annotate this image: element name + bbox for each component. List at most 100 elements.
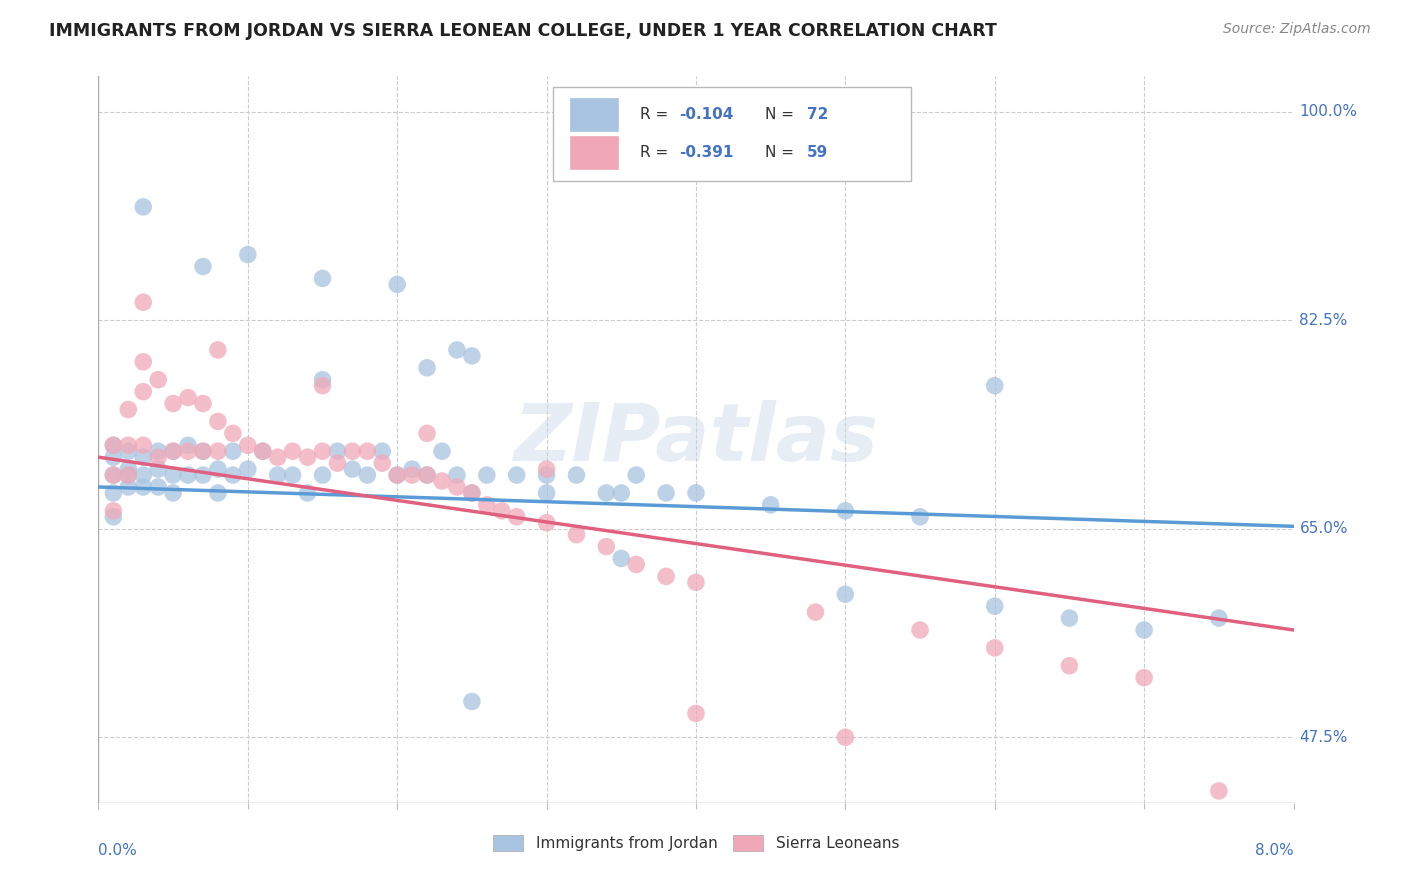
Text: 47.5%: 47.5% <box>1299 730 1348 745</box>
Point <box>356 444 378 458</box>
Point <box>908 509 931 524</box>
Point <box>1208 611 1230 625</box>
Point <box>177 438 200 452</box>
Point <box>222 444 245 458</box>
Point <box>326 456 349 470</box>
Point <box>461 349 484 363</box>
Point <box>191 468 214 483</box>
Point <box>117 468 139 483</box>
Point <box>385 468 409 483</box>
Point <box>103 450 125 465</box>
Point <box>103 438 125 452</box>
Text: Source: ZipAtlas.com: Source: ZipAtlas.com <box>1223 22 1371 37</box>
Point <box>461 486 484 500</box>
Point <box>371 444 394 458</box>
Point <box>536 486 558 500</box>
Point <box>984 640 1007 655</box>
Point <box>177 391 200 405</box>
Point <box>162 444 184 458</box>
Point <box>416 468 439 483</box>
Point <box>132 450 155 465</box>
Point <box>132 200 155 214</box>
Text: 65.0%: 65.0% <box>1299 521 1348 536</box>
Point <box>117 438 139 452</box>
Point <box>430 444 453 458</box>
Point <box>148 444 170 458</box>
Point <box>162 444 184 458</box>
Text: -0.391: -0.391 <box>679 145 734 160</box>
Point <box>371 456 394 470</box>
Point <box>236 462 259 476</box>
Point <box>908 623 931 637</box>
Point <box>177 444 200 458</box>
Point <box>984 378 1007 392</box>
Point <box>416 360 439 375</box>
Point <box>148 450 170 465</box>
Point <box>207 414 229 428</box>
Point <box>446 468 468 483</box>
Point <box>132 295 155 310</box>
Point <box>385 468 409 483</box>
Point <box>297 450 319 465</box>
Point <box>281 468 304 483</box>
Point <box>461 486 484 500</box>
Point <box>132 480 155 494</box>
Point <box>117 480 139 494</box>
Point <box>685 575 707 590</box>
Point <box>117 402 139 417</box>
Point <box>595 540 617 554</box>
Point <box>148 373 170 387</box>
Point <box>416 468 439 483</box>
Point <box>834 587 856 601</box>
Point <box>461 694 484 708</box>
Text: 100.0%: 100.0% <box>1299 104 1358 119</box>
Point <box>536 468 558 483</box>
Point <box>984 599 1007 614</box>
Point <box>207 462 229 476</box>
Point <box>191 444 214 458</box>
Point <box>685 486 707 500</box>
Point <box>222 426 245 441</box>
Point <box>281 444 304 458</box>
Point <box>475 498 498 512</box>
Point <box>1133 671 1156 685</box>
Point <box>1059 611 1081 625</box>
Point <box>475 468 498 483</box>
Text: ZIPatlas: ZIPatlas <box>513 401 879 478</box>
Text: -0.104: -0.104 <box>679 107 734 122</box>
Point <box>311 373 333 387</box>
Point <box>177 468 200 483</box>
Text: R =: R = <box>640 145 673 160</box>
Point <box>117 462 139 476</box>
Point <box>222 468 245 483</box>
Point <box>834 731 856 745</box>
Point <box>103 468 125 483</box>
Point <box>162 468 184 483</box>
Point <box>655 569 678 583</box>
FancyBboxPatch shape <box>571 136 619 169</box>
Point <box>356 468 378 483</box>
Legend: Immigrants from Jordan, Sierra Leoneans: Immigrants from Jordan, Sierra Leoneans <box>486 829 905 857</box>
Point <box>132 438 155 452</box>
Point <box>595 486 617 500</box>
Point <box>207 486 229 500</box>
Point <box>610 551 633 566</box>
Point <box>236 247 259 261</box>
Point <box>626 558 648 572</box>
Point <box>162 486 184 500</box>
Text: 59: 59 <box>807 145 828 160</box>
Point <box>565 468 588 483</box>
Text: N =: N = <box>765 145 799 160</box>
Point <box>655 486 678 500</box>
Point <box>311 444 333 458</box>
Text: R =: R = <box>640 107 673 122</box>
Point <box>430 474 453 488</box>
Point <box>536 462 558 476</box>
Point <box>834 504 856 518</box>
FancyBboxPatch shape <box>553 87 911 181</box>
Point <box>191 396 214 410</box>
Text: 0.0%: 0.0% <box>98 843 138 858</box>
Point <box>103 468 125 483</box>
Point <box>132 355 155 369</box>
Point <box>626 468 648 483</box>
